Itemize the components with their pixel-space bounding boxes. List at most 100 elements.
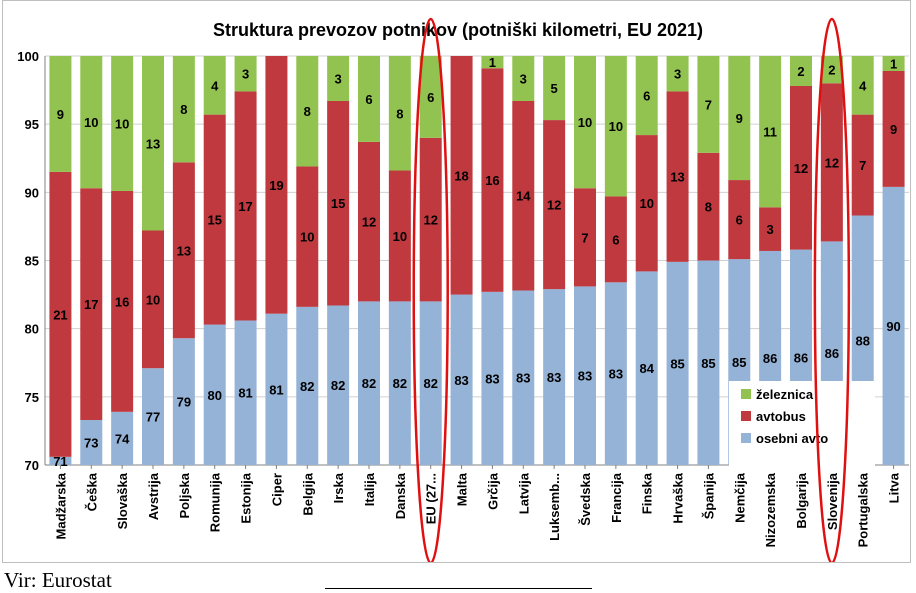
bar-segment-avtobus: [635, 135, 658, 272]
bar-segment-osebni-avto: [111, 411, 134, 465]
y-tick-label: 80: [25, 322, 39, 337]
bar-segment-zeleznica: [49, 56, 72, 172]
data-label: 10: [393, 229, 407, 244]
legend-entry: osebni avto: [756, 431, 828, 446]
data-label: 13: [146, 136, 160, 151]
bar-segment-zeleznica: [635, 56, 658, 136]
bar-segment-zeleznica: [790, 56, 812, 86]
data-label: 13: [177, 243, 191, 258]
data-label: 81: [269, 382, 283, 397]
bar-segment-zeleznica: [666, 56, 689, 92]
bar-segment-osebni-avto: [265, 313, 288, 465]
bar-segment-zeleznica: [142, 56, 164, 231]
data-label: 12: [825, 155, 839, 170]
bar-segment-avtobus: [882, 70, 905, 187]
x-tick-label: Litva: [887, 472, 902, 503]
y-tick-label: 90: [25, 185, 39, 200]
data-label-layer: 7121973171074161077101379138801548117381…: [53, 55, 901, 469]
x-tick-label: Švedska: [578, 472, 593, 526]
y-tick-label: 95: [25, 117, 39, 132]
data-label: 82: [393, 376, 407, 391]
data-label: 86: [763, 351, 777, 366]
x-tick-label: Nizozemska: [763, 472, 778, 547]
data-label: 8: [396, 106, 403, 121]
bar-segment-osebni-avto: [80, 420, 103, 465]
data-label: 10: [300, 230, 314, 245]
data-label: 15: [207, 213, 221, 228]
data-label: 8: [705, 200, 712, 215]
bar-segment-avtobus: [358, 141, 380, 302]
bar-segment-avtobus: [759, 207, 782, 251]
data-label: 9: [890, 122, 897, 137]
x-tick-label: Madžarska: [53, 472, 68, 539]
bar-segment-zeleznica: [851, 56, 874, 115]
bar-segment-zeleznica: [419, 56, 442, 138]
x-tick-label: Španija: [701, 472, 716, 519]
bar-segment-zeleznica: [172, 56, 195, 163]
bar-segment-avtobus: [80, 188, 103, 421]
bar-segment-zeleznica: [481, 56, 504, 69]
x-tick-label: Nemčija: [732, 472, 747, 523]
bar-segment-osebni-avto: [481, 291, 504, 465]
x-tick-label: EU (27...: [424, 473, 439, 524]
data-label: 6: [365, 92, 372, 107]
y-tick-label: 100: [17, 49, 39, 64]
bar-segment-avtobus: [111, 190, 134, 412]
data-label: 10: [146, 292, 160, 307]
legend-swatch: [741, 433, 751, 443]
x-tick-label: Ciper: [269, 473, 284, 506]
bar-segment-avtobus: [172, 162, 195, 339]
data-label: 12: [423, 213, 437, 228]
legend-entry: železnica: [756, 387, 814, 402]
bar-segment-osebni-avto: [882, 186, 905, 465]
data-label: 83: [485, 371, 499, 386]
x-tick-label: Avstrija: [146, 472, 161, 520]
x-tick-label: Latvija: [516, 472, 531, 514]
bar-segment-osebni-avto: [666, 261, 689, 465]
bar-segment-avtobus: [666, 91, 689, 262]
data-label: 2: [828, 63, 835, 78]
data-label: 3: [520, 71, 527, 86]
data-label: 73: [84, 436, 98, 451]
bar-segment-zeleznica: [203, 56, 226, 115]
data-label: 82: [300, 379, 314, 394]
data-label: 81: [238, 386, 252, 401]
data-label: 86: [825, 346, 839, 361]
data-label: 7: [859, 158, 866, 173]
data-label: 4: [859, 78, 867, 93]
bar-segment-avtobus: [142, 230, 164, 369]
data-label: 85: [670, 356, 684, 371]
data-label: 80: [207, 388, 221, 403]
legend-box: [729, 381, 875, 469]
bar-segment-osebni-avto: [172, 338, 195, 465]
bar-segment-osebni-avto: [419, 301, 442, 465]
data-label: 17: [238, 199, 252, 214]
bar-segment-zeleznica: [388, 56, 411, 171]
data-label: 83: [609, 367, 623, 382]
data-label: 12: [547, 198, 561, 213]
bar-segment-osebni-avto: [358, 301, 380, 465]
bar-segment-zeleznica: [512, 56, 535, 101]
data-label: 16: [115, 294, 129, 309]
data-label: 8: [180, 102, 187, 117]
data-label: 85: [701, 356, 715, 371]
source-note: Vir: Eurostat: [4, 568, 112, 592]
data-label: 10: [84, 115, 98, 130]
data-label: 12: [794, 161, 808, 176]
legend-entry: avtobus: [756, 409, 806, 424]
legend: železnica avtobus osebni avto: [729, 381, 875, 469]
bar-segment-zeleznica: [882, 56, 905, 71]
bar-segment-zeleznica: [820, 56, 843, 84]
x-tick-label: Belgija: [300, 472, 315, 515]
data-label: 86: [794, 350, 808, 365]
bar-segment-osebni-avto: [296, 306, 319, 465]
x-tick-label: Slovaška: [115, 472, 130, 529]
data-label: 13: [670, 170, 684, 185]
data-label: 83: [454, 373, 468, 388]
data-label: 18: [454, 168, 468, 183]
x-tick-label: Bolgarija: [794, 472, 809, 528]
bar-segment-avtobus: [203, 114, 226, 325]
data-label: 6: [427, 90, 434, 105]
bar-segment-osebni-avto: [450, 294, 473, 465]
bar-segment-avtobus: [543, 120, 566, 290]
